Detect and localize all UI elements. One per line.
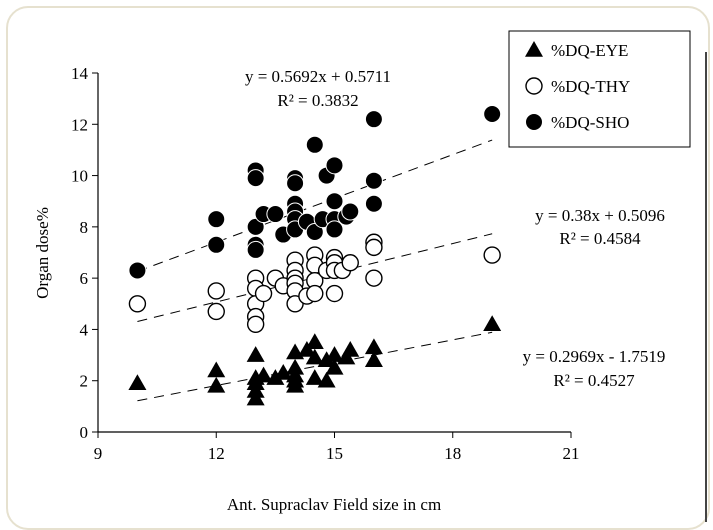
data-point	[128, 295, 147, 313]
data-point	[266, 205, 285, 224]
data-point	[325, 156, 344, 175]
data-point	[364, 194, 383, 213]
data-point	[365, 238, 383, 257]
data-point	[266, 369, 285, 385]
data-point	[207, 361, 226, 378]
markers-group	[128, 105, 502, 406]
legend-label-sho: %DQ-SHO	[551, 113, 629, 132]
data-point	[246, 240, 265, 259]
data-point	[305, 333, 324, 349]
x-tick-label: 18	[444, 444, 461, 463]
data-point	[286, 376, 305, 393]
data-point	[305, 135, 324, 154]
trend-equation-thy: y = 0.38x + 0.5096	[535, 206, 665, 225]
data-point	[341, 202, 360, 221]
y-tick-label: 4	[80, 320, 89, 339]
trendline	[137, 331, 493, 402]
axes-group	[92, 72, 572, 438]
data-point	[365, 269, 383, 287]
y-tick-label: 8	[80, 218, 89, 237]
data-point	[364, 110, 383, 129]
data-point	[325, 358, 344, 375]
data-point	[254, 284, 273, 303]
trend-r2-sho: R² = 0.3832	[277, 91, 358, 110]
legend: %DQ-EYE %DQ-THY %DQ-SHO	[508, 30, 691, 148]
scatter-chart: 0 2 4 6 8 10 12 14 9 12 15 18 21 Ant. Supraclav Fiel…	[33, 30, 691, 514]
y-tick-label: 0	[80, 423, 89, 442]
data-point	[246, 389, 265, 406]
data-point	[246, 169, 265, 188]
tick-labels-group: 0 2 4 6 8 10 12 14 9 12 15 18 21	[71, 64, 580, 463]
trend-equation-sho: y = 0.5692x + 0.5711	[245, 67, 391, 86]
data-point	[325, 220, 344, 239]
data-point	[364, 338, 383, 355]
data-point	[483, 315, 502, 332]
y-tick-label: 12	[71, 115, 88, 134]
y-tick-label: 10	[71, 167, 88, 186]
data-point	[317, 351, 336, 367]
legend-symbol	[525, 77, 543, 95]
y-tick-label: 6	[80, 269, 89, 288]
x-tick-label: 15	[326, 444, 343, 463]
data-point	[483, 105, 502, 124]
data-point	[325, 284, 344, 303]
data-point	[341, 340, 360, 357]
y-tick-label: 14	[71, 64, 89, 83]
y-axis-label: Organ dose%	[33, 207, 52, 299]
trend-r2-eye: R² = 0.4527	[553, 371, 635, 390]
legend-symbol	[525, 41, 543, 57]
data-point	[325, 346, 344, 362]
x-tick-label: 9	[94, 444, 103, 463]
data-point	[207, 376, 226, 393]
data-point	[286, 174, 305, 193]
data-point	[483, 246, 501, 264]
trendlines-group	[137, 139, 493, 402]
data-point	[207, 210, 226, 229]
data-point	[207, 235, 226, 254]
data-point	[207, 302, 225, 321]
data-point	[341, 254, 359, 272]
x-tick-label: 21	[563, 444, 580, 463]
data-point	[246, 315, 265, 333]
data-point	[305, 348, 324, 365]
data-point	[128, 261, 147, 280]
trend-equation-eye: y = 0.2969x - 1.7519	[523, 347, 666, 366]
data-point	[325, 192, 344, 211]
x-tick-label: 12	[208, 444, 225, 463]
legend-symbols	[525, 41, 543, 131]
data-point	[306, 284, 324, 303]
data-point	[364, 171, 383, 190]
legend-label-thy: %DQ-THY	[551, 77, 630, 96]
trendline	[137, 139, 493, 272]
data-point	[254, 366, 273, 383]
legend-label-eye: %DQ-EYE	[551, 41, 628, 60]
y-tick-label: 2	[80, 372, 89, 391]
data-point	[305, 369, 324, 385]
trendline	[137, 233, 493, 322]
right-edge-rule	[705, 52, 707, 522]
data-point	[246, 346, 265, 362]
x-axis-label: Ant. Supraclav Field size in cm	[227, 495, 441, 514]
trend-r2-thy: R² = 0.4584	[559, 229, 641, 248]
legend-symbol	[525, 113, 543, 131]
data-point	[207, 282, 225, 300]
data-point	[274, 364, 293, 380]
data-point	[317, 371, 336, 388]
data-point	[364, 351, 383, 367]
data-point	[128, 374, 147, 391]
